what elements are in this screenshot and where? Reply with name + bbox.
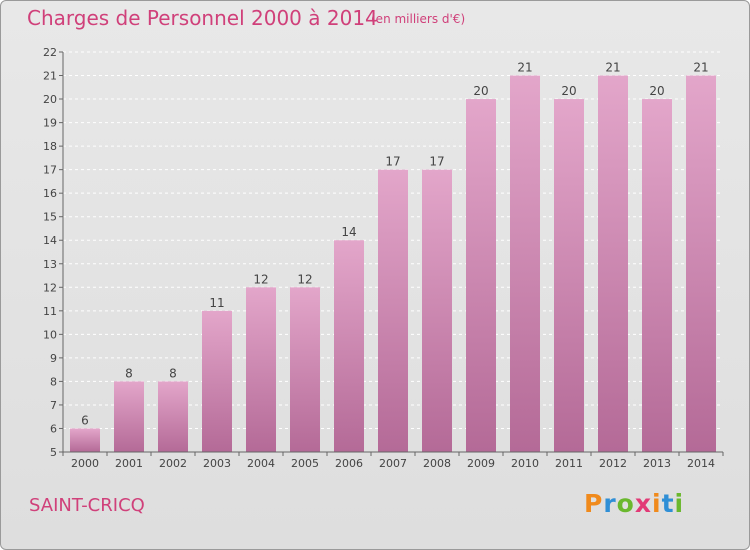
x-tick-label-2013: 2013 <box>643 457 671 470</box>
x-tick-label-2010: 2010 <box>511 457 539 470</box>
x-tick-label-2007: 2007 <box>379 457 407 470</box>
bar-2002 <box>158 381 188 452</box>
logo-letter: i <box>674 489 685 518</box>
bar-2008 <box>422 169 452 452</box>
logo-letter: r <box>603 489 617 518</box>
y-tick-label: 17 <box>43 164 57 177</box>
y-tick-label: 18 <box>43 140 57 153</box>
data-label-2005: 12 <box>297 272 312 286</box>
x-tick-label-2014: 2014 <box>687 457 715 470</box>
data-label-2002: 8 <box>169 366 177 380</box>
logo-letter: o <box>616 489 635 518</box>
bar-2014 <box>686 75 716 452</box>
x-axis: 2000 2001 2002 2003 2004 2005 2006 2007 2008 2009… <box>62 451 724 470</box>
proxiti-logo: Proxiti <box>584 489 684 518</box>
y-tick-label: 12 <box>43 281 57 294</box>
y-tick-label: 8 <box>50 375 57 388</box>
x-tick-label-2011: 2011 <box>555 457 583 470</box>
chart-subtitle: (en milliers d'€) <box>371 12 466 26</box>
x-tick-label-2009: 2009 <box>467 457 495 470</box>
y-tick-label: 15 <box>43 211 57 224</box>
data-label-2004: 12 <box>253 272 268 286</box>
y-tick-label: 11 <box>43 305 57 318</box>
x-tick-label-2002: 2002 <box>159 457 187 470</box>
data-label-2014: 21 <box>693 61 708 75</box>
data-label-2012: 21 <box>605 61 620 75</box>
y-tick-label: 20 <box>43 93 57 106</box>
data-label-2010: 21 <box>517 61 532 75</box>
data-label-2013: 20 <box>649 84 664 98</box>
x-tick-label-2006: 2006 <box>335 457 363 470</box>
bar-2013 <box>642 99 672 452</box>
y-tick-label: 21 <box>43 70 57 83</box>
bar-2003 <box>202 310 232 452</box>
bar-2006 <box>334 240 364 452</box>
bar-2011 <box>554 99 584 452</box>
y-tick-label: 5 <box>50 446 57 459</box>
logo-letter: x <box>634 489 652 518</box>
x-tick-label-2003: 2003 <box>203 457 231 470</box>
bar-2001 <box>114 381 144 452</box>
x-tick-label-2008: 2008 <box>423 457 451 470</box>
data-label-2000: 6 <box>81 413 89 427</box>
bar-2012 <box>598 75 628 452</box>
bar-2000 <box>70 428 100 452</box>
bar-2010 <box>510 75 540 452</box>
y-tick-label: 16 <box>43 187 57 200</box>
x-tick-label-2000: 2000 <box>71 457 99 470</box>
y-axis: 5 6 7 8 9 10 11 12 13 14 15 16 17 18 19 20 21 22 <box>43 46 64 459</box>
y-tick-label: 22 <box>43 46 57 59</box>
data-label-2008: 17 <box>429 155 444 169</box>
y-tick-label: 13 <box>43 258 57 271</box>
data-label-2006: 14 <box>341 225 356 239</box>
logo-letter: t <box>661 489 675 518</box>
data-label-2007: 17 <box>385 155 400 169</box>
y-tick-label: 7 <box>50 399 57 412</box>
data-label-2001: 8 <box>125 366 133 380</box>
bar-2005 <box>290 287 320 452</box>
x-tick-label-2005: 2005 <box>291 457 319 470</box>
bars: 6 8 8 11 12 12 14 17 17 20 21 20 21 20 21 <box>70 61 716 452</box>
data-label-2011: 20 <box>561 84 576 98</box>
chart-title: Charges de Personnel 2000 à 2014 <box>27 6 378 30</box>
y-tick-label: 10 <box>43 328 57 341</box>
logo-letter: i <box>652 489 662 518</box>
y-tick-label: 6 <box>50 422 57 435</box>
x-tick-label-2001: 2001 <box>115 457 143 470</box>
bar-2009 <box>466 99 496 452</box>
x-tick-label-2004: 2004 <box>247 457 275 470</box>
logo-letter: P <box>584 489 604 518</box>
bar-2004 <box>246 287 276 452</box>
y-tick-label: 14 <box>43 234 57 247</box>
data-label-2003: 11 <box>209 296 224 310</box>
x-tick-label-2012: 2012 <box>599 457 627 470</box>
bar-2007 <box>378 169 408 452</box>
data-label-2009: 20 <box>473 84 488 98</box>
commune-name: SAINT-CRICQ <box>29 495 145 516</box>
y-tick-label: 19 <box>43 117 57 130</box>
y-tick-label: 9 <box>50 352 57 365</box>
